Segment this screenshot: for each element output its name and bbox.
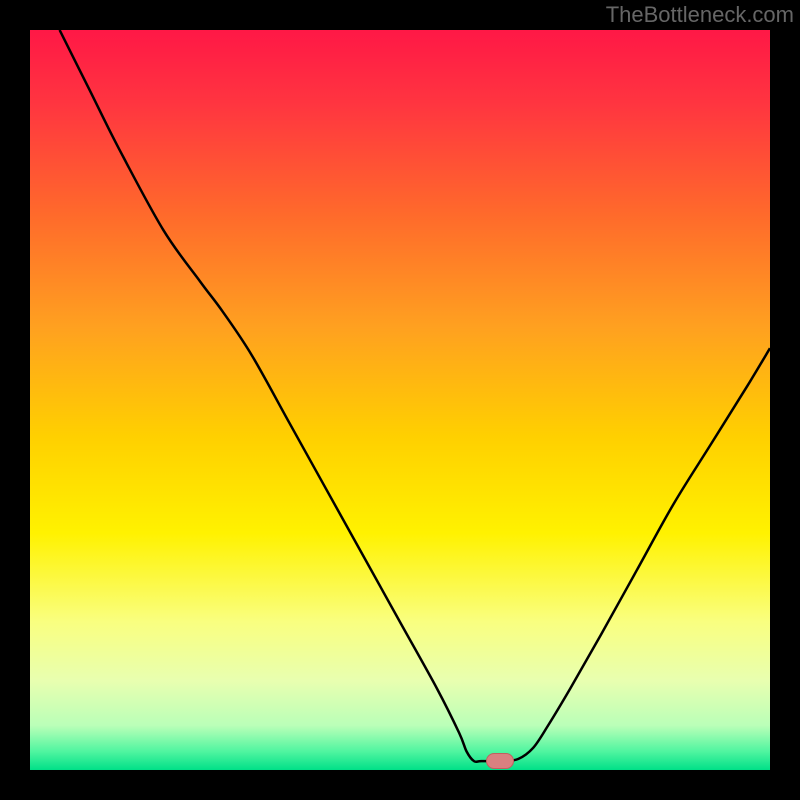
optimal-point-marker (486, 753, 514, 769)
chart-container: TheBottleneck.com (0, 0, 800, 800)
watermark-text: TheBottleneck.com (606, 2, 794, 28)
plot-area (30, 30, 770, 770)
bottleneck-curve (30, 30, 770, 770)
